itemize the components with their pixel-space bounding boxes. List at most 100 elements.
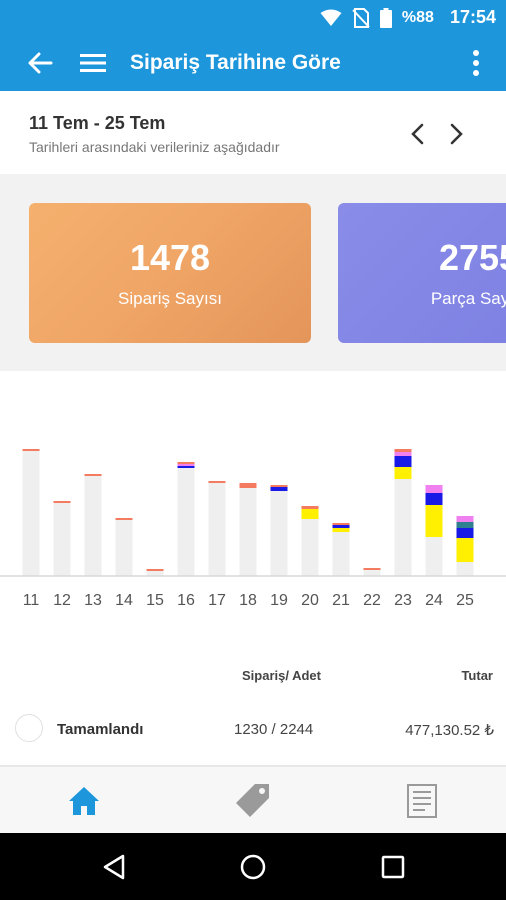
previous-range-button[interactable]: [404, 119, 430, 149]
next-range-button[interactable]: [444, 119, 470, 149]
system-navigation-bar: [0, 833, 506, 900]
bar-segment: [332, 528, 350, 532]
bar-segment: [394, 467, 412, 479]
x-tick-label: 19: [270, 592, 288, 609]
nav-tags[interactable]: [213, 767, 293, 834]
table-row[interactable]: Tamamlandı 1230 / 2244 477,130.52 ₺: [0, 700, 506, 758]
overflow-menu-button[interactable]: [456, 35, 496, 91]
bar-segment: [177, 462, 195, 464]
x-tick-label: 23: [394, 592, 412, 609]
bar-segment: [332, 532, 350, 576]
column-header-amount: Tutar: [461, 668, 493, 683]
x-tick-label: 18: [239, 592, 257, 609]
bar-segment: [239, 488, 257, 576]
bar-segment: [456, 562, 474, 576]
bar-segment: [270, 487, 288, 491]
bar-segment: [456, 522, 474, 528]
bar-segment: [301, 519, 319, 576]
bar-segment: [177, 466, 195, 468]
bar-segment: [363, 568, 381, 570]
bar-segment: [22, 451, 40, 576]
bar-segment: [456, 528, 474, 538]
bar-segment: [394, 479, 412, 576]
x-tick-label: 20: [301, 592, 319, 609]
x-tick-label: 17: [208, 592, 226, 609]
bar-segment: [270, 485, 288, 487]
nav-home[interactable]: [44, 767, 124, 834]
system-back-button[interactable]: [84, 833, 144, 900]
circle-home-icon: [240, 854, 266, 879]
daily-orders-chart: 11 12 13 14 15 16 17 18 19 20 21 22 23 24 25: [0, 371, 506, 641]
back-button[interactable]: [20, 35, 60, 91]
bar-segment: [332, 525, 350, 528]
date-range-title: 11 Tem - 25 Tem: [29, 113, 166, 133]
bar-segment: [425, 485, 443, 493]
bar-segment: [270, 491, 288, 576]
document-icon: [407, 783, 437, 818]
bottom-navigation: [0, 766, 506, 833]
page-title: Sipariş Tarihine Göre: [130, 51, 341, 74]
bar-segment: [332, 523, 350, 525]
x-tick-label: 11: [23, 592, 40, 609]
bar-segment: [425, 505, 443, 537]
divider: [0, 765, 506, 766]
bar-segment: [146, 571, 164, 576]
row-count-value: 1230 / 2244: [234, 721, 314, 738]
x-tick-label: 12: [53, 592, 71, 609]
bar-segment: [115, 520, 133, 576]
system-recents-button[interactable]: [363, 833, 423, 900]
bar-segment: [115, 518, 133, 520]
bar-segment: [208, 481, 226, 483]
date-range-panel: 11 Tem - 25 Tem Tarihleri arasındaki ver…: [0, 91, 506, 174]
column-header-count: Sipariş/ Adet: [242, 668, 321, 683]
chevron-right-icon: [450, 123, 463, 145]
bar-segment: [456, 538, 474, 562]
stacked-bar-chart: 11 12 13 14 15 16 17 18 19 20 21 22 23 24 25: [0, 449, 506, 609]
item-count-value: 2755: [438, 237, 506, 278]
row-status-label: Tamamlandı: [57, 721, 144, 738]
wifi-icon: [320, 9, 342, 26]
bar-segment: [394, 456, 412, 467]
nav-documents[interactable]: [382, 767, 462, 834]
home-icon: [69, 786, 99, 815]
arrow-left-icon: [28, 52, 53, 74]
bar-segment: [456, 516, 474, 522]
x-tick-label: 22: [363, 592, 381, 609]
chevron-left-icon: [411, 123, 424, 145]
x-tick-label: 14: [115, 592, 133, 609]
bar-segment: [53, 503, 71, 576]
x-tick-label: 15: [146, 592, 164, 609]
x-tick-label: 16: [177, 592, 195, 609]
system-home-button[interactable]: [223, 833, 283, 900]
x-tick-label: 21: [332, 592, 350, 609]
bar-segment: [301, 509, 319, 519]
order-count-value: 1478: [129, 237, 211, 278]
hamburger-icon: [80, 54, 106, 72]
bar-segment: [53, 501, 71, 503]
bar-segment: [239, 483, 257, 488]
bar-segment: [84, 474, 102, 476]
app-bar: Sipariş Tarihine Göre: [0, 35, 506, 91]
bar-segment: [177, 468, 195, 576]
bar-segment: [301, 506, 319, 509]
item-count-card[interactable]: 2755 Parça Sayısı: [338, 203, 506, 343]
menu-button[interactable]: [73, 35, 113, 91]
tag-icon: [236, 783, 269, 817]
square-recents-icon: [381, 855, 405, 878]
bar-segment: [84, 476, 102, 576]
bar-segment: [208, 483, 226, 576]
bar-segment: [425, 537, 443, 576]
status-radio[interactable]: [15, 714, 43, 742]
battery-icon: [379, 7, 392, 28]
x-tick-label: 25: [456, 592, 474, 609]
x-tick-label: 13: [84, 592, 102, 609]
summary-cards: 1478 Sipariş Sayısı 2755 Parça Sayısı: [0, 174, 506, 371]
bar-segment: [394, 449, 412, 452]
bar-segment: [177, 464, 195, 466]
row-amount-value: 477,130.52 ₺: [405, 722, 494, 739]
item-count-label: Parça Sayısı: [430, 289, 506, 308]
order-count-card[interactable]: 1478 Sipariş Sayısı: [29, 203, 311, 343]
clock: 17:54: [449, 7, 496, 27]
order-count-label: Sipariş Sayısı: [118, 289, 222, 308]
bar-segment: [363, 570, 381, 576]
